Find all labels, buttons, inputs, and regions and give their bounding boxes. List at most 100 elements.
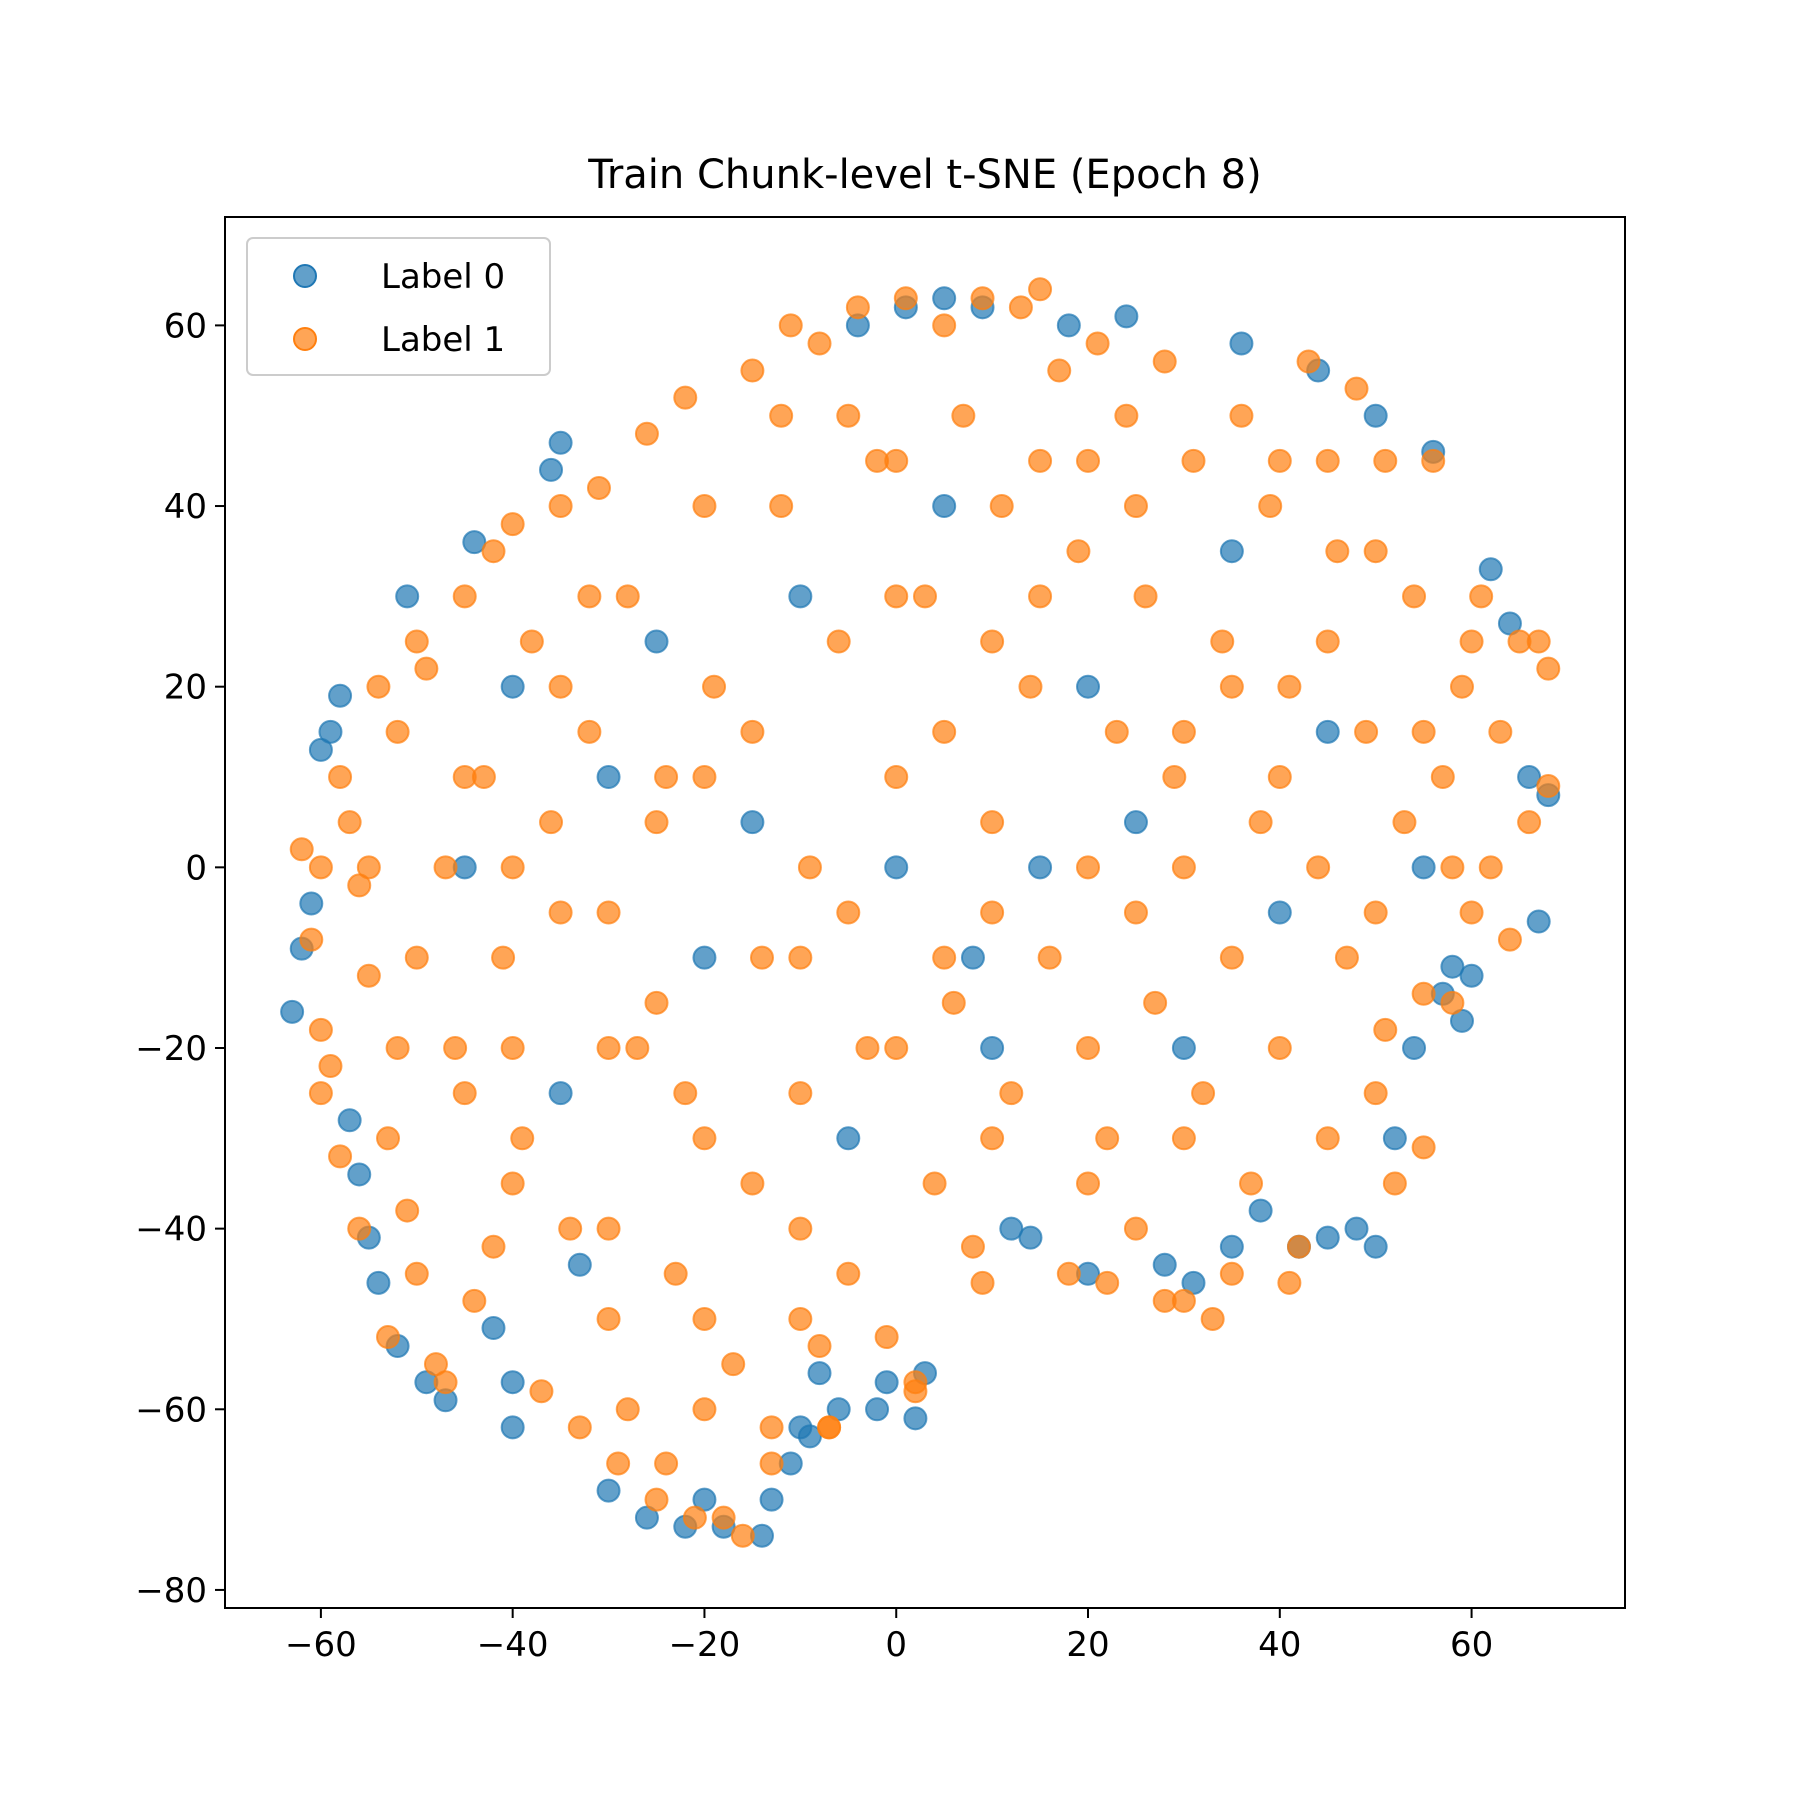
- scatter-point: [1028, 584, 1053, 609]
- scatter-point: [1411, 855, 1436, 880]
- scatter-point: [980, 810, 1005, 835]
- scatter-point: [740, 358, 765, 383]
- scatter-point: [548, 494, 573, 519]
- scatter-point: [1248, 1198, 1273, 1223]
- legend-box: [246, 237, 551, 376]
- scatter-point: [1267, 448, 1292, 473]
- scatter-point: [951, 403, 976, 428]
- scatter-point: [1171, 1126, 1196, 1151]
- scatter-point: [1219, 945, 1244, 970]
- scatter-point: [1440, 990, 1465, 1015]
- scatter-point: [711, 1505, 736, 1530]
- x-tick-label: 20: [1066, 1625, 1109, 1665]
- scatter-point: [328, 765, 353, 790]
- scatter-point: [577, 584, 602, 609]
- scatter-point: [644, 629, 669, 654]
- scatter-point: [1037, 945, 1062, 970]
- scatter-point: [1382, 1171, 1407, 1196]
- axis-ticks: −60 −40 −20 0 20 40 60 −80 −60 −40 −20 0 20 40 60: [135, 306, 1493, 1665]
- scatter-point: [980, 629, 1005, 654]
- scatter-point: [519, 629, 544, 654]
- scatter-point: [836, 1261, 861, 1286]
- scatter-point: [328, 1144, 353, 1169]
- scatter-point: [452, 1081, 477, 1106]
- scatter-point: [778, 313, 803, 338]
- scatter-point: [1296, 349, 1321, 374]
- scatter-point: [1315, 719, 1340, 744]
- scatter-point: [280, 999, 305, 1024]
- scatter-point: [932, 494, 957, 519]
- scatter-point: [1315, 448, 1340, 473]
- scatter-point: [932, 719, 957, 744]
- scatter-point: [1171, 855, 1196, 880]
- scatter-point: [807, 1334, 832, 1359]
- scatter-point: [404, 945, 429, 970]
- scatter-point: [692, 1397, 717, 1422]
- scatter-point: [1171, 1035, 1196, 1060]
- scatter-point: [1219, 1234, 1244, 1259]
- scatter-point: [558, 1216, 583, 1241]
- scatter-point: [1469, 584, 1494, 609]
- scatter-point: [913, 584, 937, 609]
- scatter-point: [1363, 900, 1388, 925]
- scatter-point: [769, 403, 794, 428]
- legend-label: Label 0: [381, 257, 505, 297]
- scatter-point: [539, 810, 564, 835]
- scatter-point: [596, 765, 621, 790]
- scatter-point: [1517, 765, 1542, 790]
- scatter-point: [682, 1505, 707, 1530]
- scatter-point: [980, 900, 1005, 925]
- scatter-point: [1344, 1216, 1369, 1241]
- scatter-point: [1076, 855, 1101, 880]
- scatter-point: [1152, 349, 1177, 374]
- scatter-point: [932, 313, 957, 338]
- scatter-point: [500, 674, 525, 699]
- scatter-point: [654, 1451, 679, 1476]
- scatter-point: [337, 810, 362, 835]
- scatter-point: [452, 584, 477, 609]
- scatter-point: [452, 765, 477, 790]
- scatter-point: [356, 855, 381, 880]
- scatter-point: [1286, 1234, 1311, 1259]
- scatter-point: [855, 1035, 880, 1060]
- scatter-point: [596, 1035, 621, 1060]
- scatter-point: [826, 629, 851, 654]
- scatter-point: [1449, 674, 1474, 699]
- scatter-point: [788, 1216, 813, 1241]
- scatter-point: [414, 656, 439, 681]
- scatter-point: [1440, 855, 1465, 880]
- scatter-point: [903, 1406, 928, 1431]
- scatter-point: [289, 837, 314, 862]
- scatter-point: [1143, 990, 1168, 1015]
- scatter-point: [740, 1171, 765, 1196]
- scatter-point: [644, 1487, 669, 1512]
- scatter-point: [788, 945, 813, 970]
- scatter-point: [999, 1081, 1024, 1106]
- scatter-point: [395, 584, 420, 609]
- scatter-point: [807, 331, 832, 356]
- scatter-point: [817, 1415, 842, 1440]
- scatter-point: [1104, 719, 1129, 744]
- scatter-point: [567, 1415, 592, 1440]
- scatter-point: [970, 1270, 995, 1295]
- scatter-point: [1392, 810, 1417, 835]
- scatter-point: [1402, 1035, 1427, 1060]
- y-tick-label: −60: [135, 1390, 207, 1430]
- legend-marker: [293, 264, 317, 288]
- scatter-point: [1123, 900, 1148, 925]
- scatter-point: [347, 1216, 372, 1241]
- x-tick-label: 40: [1258, 1625, 1301, 1665]
- scatter-point: [807, 1361, 832, 1386]
- scatter-point: [922, 1171, 947, 1196]
- scatter-point: [1123, 494, 1148, 519]
- scatter-point: [932, 286, 957, 311]
- legend-label: Label 1: [381, 320, 505, 360]
- scatter-point: [692, 1126, 717, 1151]
- scatter-point: [356, 963, 381, 988]
- scatter-point: [1095, 1126, 1120, 1151]
- scatter-point: [788, 1081, 813, 1106]
- scatter-point: [548, 674, 573, 699]
- scatter-point: [1277, 674, 1302, 699]
- scatter-point: [1047, 358, 1072, 383]
- scatter-point: [759, 1487, 784, 1512]
